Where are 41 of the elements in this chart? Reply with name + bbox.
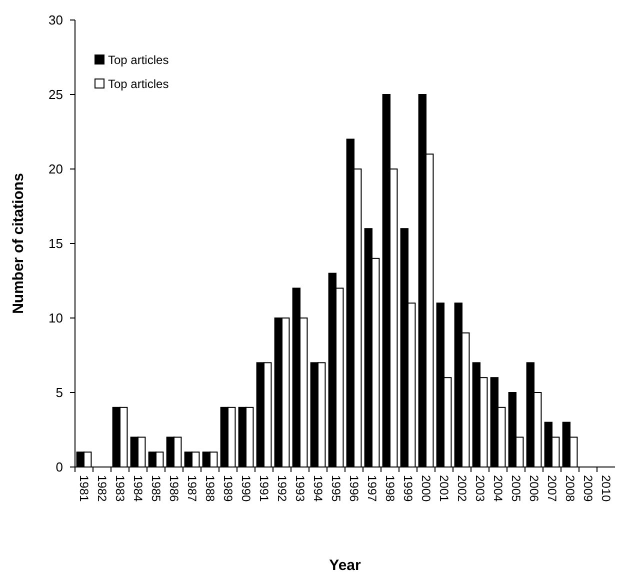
y-tick-label: 20 bbox=[48, 162, 63, 177]
x-tick-label: 1982 bbox=[94, 475, 109, 502]
x-tick-label: 1981 bbox=[76, 475, 91, 502]
y-tick-label: 15 bbox=[48, 236, 63, 252]
x-tick-label: 1992 bbox=[274, 475, 289, 502]
y-tick-label: 25 bbox=[48, 87, 63, 102]
y-tick-label: 10 bbox=[48, 310, 63, 326]
x-tick-label: 1994 bbox=[310, 475, 325, 502]
x-tick-label: 2009 bbox=[580, 475, 595, 502]
x-tick-label: 1986 bbox=[166, 475, 181, 502]
x-tick-label: 2001 bbox=[436, 475, 451, 502]
x-tick-label: 2000 bbox=[418, 475, 433, 502]
y-tick-label: 30 bbox=[48, 12, 63, 28]
x-tick-label: 2004 bbox=[490, 475, 505, 502]
x-tick-label: 1996 bbox=[346, 475, 361, 502]
x-tick-label: 1998 bbox=[382, 475, 397, 502]
x-tick-label: 1989 bbox=[220, 475, 235, 502]
x-tick-label: 1999 bbox=[400, 475, 415, 502]
x-tick-label: 2007 bbox=[544, 475, 559, 502]
legend-label: Top articles bbox=[108, 77, 169, 92]
y-tick-label: 0 bbox=[56, 460, 63, 475]
x-tick-label: 2003 bbox=[472, 475, 487, 502]
x-tick-label: 1995 bbox=[328, 475, 343, 502]
x-tick-label: 2002 bbox=[454, 475, 469, 502]
x-tick-label: 1990 bbox=[238, 475, 253, 502]
x-tick-label: 1984 bbox=[130, 475, 145, 502]
x-tick-label: 2010 bbox=[598, 475, 613, 502]
legend-label: Top articles bbox=[108, 53, 169, 68]
x-tick-label: 1983 bbox=[112, 475, 127, 502]
x-tick-label: 2006 bbox=[526, 475, 541, 502]
x-tick-label: 1987 bbox=[184, 475, 199, 502]
x-tick-label: 1997 bbox=[364, 475, 379, 502]
x-tick-label: 2005 bbox=[508, 475, 523, 502]
x-axis-title: Year bbox=[329, 557, 362, 574]
x-tick-label: 1993 bbox=[292, 475, 307, 502]
y-tick-label: 5 bbox=[56, 385, 63, 400]
y-axis-title: Number of citations bbox=[10, 173, 27, 314]
x-tick-label: 1985 bbox=[148, 475, 163, 502]
x-tick-label: 1991 bbox=[256, 475, 271, 502]
x-tick-label: 1988 bbox=[202, 475, 217, 502]
x-tick-label: 2008 bbox=[562, 475, 577, 502]
